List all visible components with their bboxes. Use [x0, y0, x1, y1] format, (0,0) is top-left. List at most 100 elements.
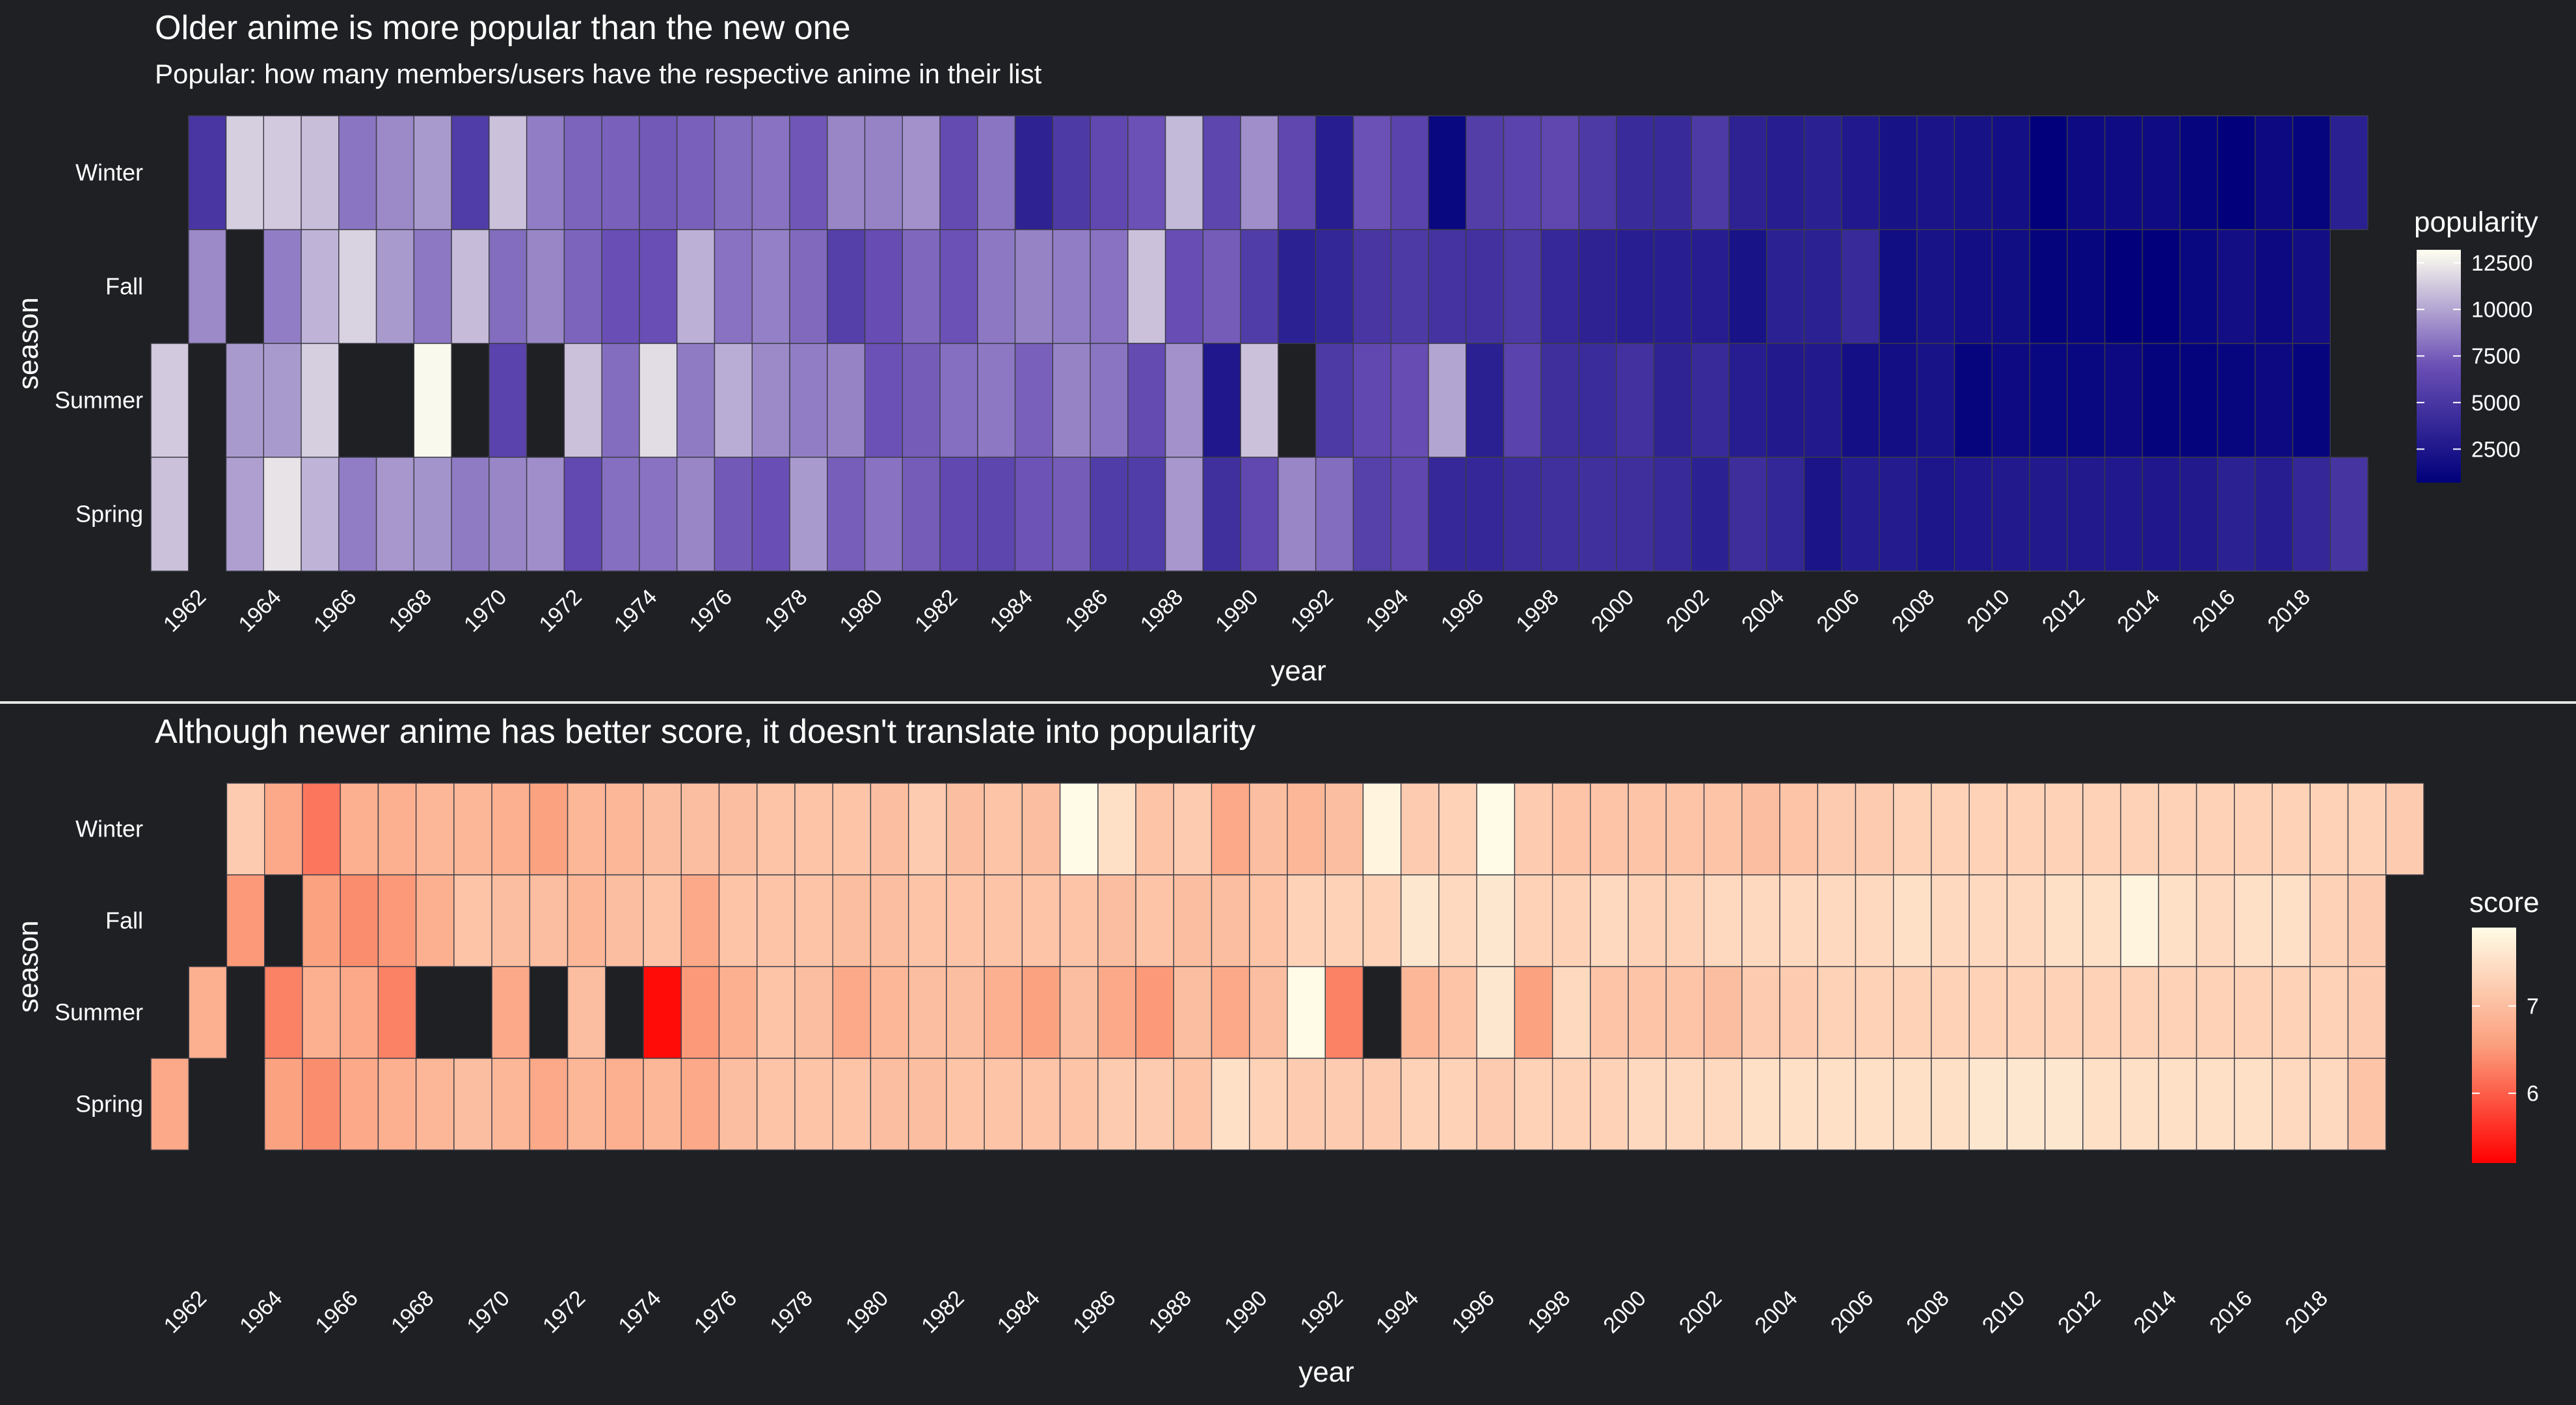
x-tick-label: 1966 [309, 585, 361, 637]
heatmap-cell [1879, 457, 1918, 572]
heatmap-cell [601, 229, 640, 344]
heatmap-cell [1691, 229, 1730, 344]
x-tick-label: 1992 [1296, 1286, 1348, 1338]
heatmap-cell [832, 874, 872, 967]
heatmap-cell [1400, 874, 1440, 967]
heatmap-cell [907, 1058, 947, 1151]
heatmap-cell [1879, 229, 1918, 344]
heatmap-cell [827, 115, 866, 230]
heatmap-cell [226, 874, 265, 967]
heatmap-cell [984, 874, 1023, 967]
heatmap-cell [1953, 229, 1993, 344]
heatmap-cell [1931, 1058, 1970, 1151]
x-tick-label: 2012 [2053, 1286, 2105, 1338]
heatmap-cell [340, 874, 379, 967]
heatmap-cell [907, 874, 947, 967]
heatmap-cell [1324, 783, 1364, 876]
y-tick-label: Fall [105, 907, 143, 934]
heatmap-cell [563, 343, 602, 458]
heatmap-cell [340, 966, 379, 1059]
y-tick-label: Spring [75, 501, 143, 528]
heatmap-cell [605, 1058, 644, 1151]
heatmap-cell [1803, 229, 1843, 344]
heatmap-cell [864, 457, 903, 572]
heatmap-cell [832, 966, 872, 1059]
y-axis-label: season [12, 297, 44, 390]
heatmap-cell [2141, 229, 2180, 344]
heatmap-cell [1315, 229, 1354, 344]
heatmap-cell [529, 783, 569, 876]
legend-tick-label: 7 [2527, 995, 2539, 1019]
heatmap-cell [2067, 229, 2106, 344]
heatmap-cell [2217, 115, 2256, 230]
heatmap-cell [225, 115, 264, 230]
heatmap-cell [1014, 457, 1054, 572]
heatmap-cell [1127, 229, 1166, 344]
heatmap-cell [1428, 229, 1467, 344]
heatmap-cell [794, 1058, 833, 1151]
x-tick-label: 1980 [835, 585, 887, 637]
heatmap-cell [264, 966, 303, 1059]
legend-title: score [2469, 887, 2540, 918]
heatmap-cell [1616, 115, 1655, 230]
heatmap-cell [1703, 874, 1743, 967]
heatmap-cell [2158, 874, 2197, 967]
heatmap-cell [491, 966, 531, 1059]
heatmap-cell [2104, 229, 2143, 344]
heatmap-cell [1362, 874, 1402, 967]
heatmap-cell [150, 1058, 189, 1151]
heatmap-cell [563, 229, 602, 344]
heatmap-cell [451, 457, 490, 572]
heatmap-cell [2120, 783, 2160, 876]
heatmap-cell [1540, 229, 1579, 344]
legend-tick-label: 5000 [2471, 391, 2521, 416]
heatmap-cell [939, 115, 978, 230]
heatmap-cell [1211, 874, 1250, 967]
heatmap-cell [1766, 115, 1805, 230]
heatmap-cell [1855, 874, 1894, 967]
heatmap-cell [1097, 874, 1136, 967]
heatmap-cell [1362, 783, 1402, 876]
heatmap-cell [827, 343, 866, 458]
heatmap-cell [1741, 783, 1780, 876]
heatmap-cell [413, 457, 452, 572]
x-tick-label: 1992 [1286, 585, 1338, 637]
legend-tick-label: 12500 [2471, 251, 2533, 276]
heatmap-cells [150, 115, 2368, 572]
heatmap-cell [1616, 343, 1655, 458]
heatmap-cell [946, 1058, 985, 1151]
heatmap-cell [1173, 966, 1213, 1059]
heatmap-cell [639, 229, 678, 344]
x-tick-label: 1996 [1436, 585, 1488, 637]
heatmap-cell [1991, 343, 2030, 458]
heatmap-cell [1578, 343, 1617, 458]
x-tick-label: 1994 [1361, 585, 1413, 637]
heatmap-cell [1135, 783, 1174, 876]
chart-subtitle: Popular: how many members/users have the… [155, 59, 1042, 89]
heatmap-cell [302, 783, 341, 876]
heatmap-cell [377, 966, 417, 1059]
x-tick-label: 1986 [1060, 585, 1112, 637]
heatmap-cell [1135, 1058, 1174, 1151]
heatmap-cell [1476, 966, 1516, 1059]
heatmap-cell [1240, 457, 1279, 572]
heatmap-cell [1968, 874, 2008, 967]
x-tick-label: 2010 [1963, 585, 2015, 637]
heatmap-cell [643, 1058, 682, 1151]
heatmap-cell [2006, 966, 2046, 1059]
heatmap-cell [680, 874, 720, 967]
heatmap-cell [1465, 229, 1505, 344]
heatmap-cell [1817, 874, 1857, 967]
heatmap-cell [714, 115, 753, 230]
x-tick-label: 1980 [841, 1286, 893, 1338]
heatmap-cell [2158, 783, 2197, 876]
x-tick-label: 1990 [1220, 1286, 1272, 1338]
heatmap-cell [2044, 783, 2084, 876]
heatmap-cell [870, 1058, 909, 1151]
x-tick-label: 2004 [1750, 1286, 1802, 1338]
heatmap-cell [2195, 783, 2235, 876]
heatmap-cell [946, 874, 985, 967]
heatmap-cell [1893, 966, 1932, 1059]
x-tick-label: 1968 [386, 1286, 438, 1338]
heatmap-cell [1540, 115, 1579, 230]
